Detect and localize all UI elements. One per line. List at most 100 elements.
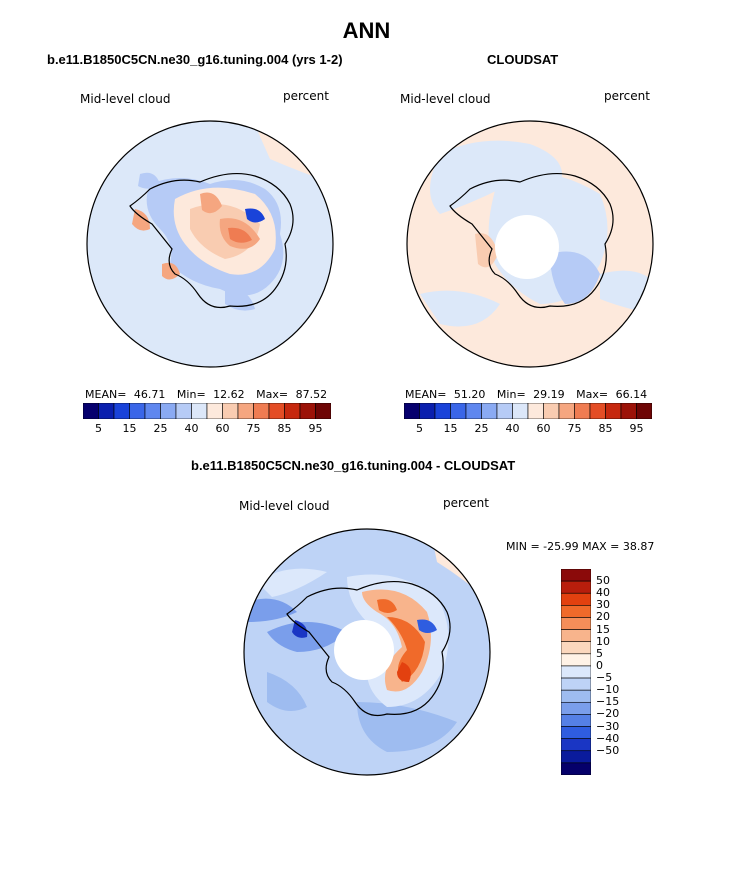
colorbar-tick-label: −10 xyxy=(596,683,620,697)
colorbar-swatch xyxy=(206,403,223,419)
colorbar-tick-label: −40 xyxy=(596,731,620,745)
right-units-label: percent xyxy=(604,89,650,103)
colorbar-tick-label: −50 xyxy=(596,743,620,757)
colorbar-swatch xyxy=(561,569,591,582)
colorbar-tick-label: 10 xyxy=(596,634,610,648)
colorbar-tick-label: 75 xyxy=(246,422,261,435)
right-colorbar xyxy=(404,403,652,419)
diff-antarctica-coastline xyxy=(286,580,451,717)
right-max-value: 66.14 xyxy=(615,388,648,401)
colorbar-swatch xyxy=(450,403,467,419)
colorbar-swatch xyxy=(561,677,591,691)
colorbar-swatch xyxy=(561,714,591,727)
right-antarctica-coastline xyxy=(449,172,614,309)
colorbar-swatch xyxy=(561,592,591,606)
colorbar-swatch xyxy=(527,403,544,419)
left-panel-title: b.e11.B1850C5CN.ne30_g16.tuning.004 (yrs… xyxy=(47,52,343,67)
colorbar-tick-label: 60 xyxy=(536,422,551,435)
colorbar-swatch xyxy=(512,403,529,419)
left-antarctica-coastline xyxy=(129,172,294,309)
colorbar-tick-label: 40 xyxy=(505,422,520,435)
left-units-label: percent xyxy=(283,89,329,103)
colorbar-tick-label: 40 xyxy=(596,586,610,600)
diff-map-data-gap xyxy=(334,620,394,680)
colorbar-swatch xyxy=(175,403,192,419)
colorbar-swatch xyxy=(268,403,285,419)
colorbar-swatch xyxy=(129,403,146,419)
colorbar-swatch xyxy=(465,403,482,419)
main-title: ANN xyxy=(342,18,391,43)
colorbar-tick-label: 20 xyxy=(596,610,610,624)
colorbar-swatch xyxy=(496,403,513,419)
left-mean-label: MEAN= xyxy=(85,388,127,401)
colorbar-swatch xyxy=(434,403,451,419)
colorbar-tick-label: 5 xyxy=(596,646,603,660)
right-map-data-gap xyxy=(495,215,559,279)
colorbar-tick-label: 25 xyxy=(474,422,489,435)
diff-colorbar xyxy=(561,569,591,775)
colorbar-swatch xyxy=(636,403,652,419)
colorbar-swatch xyxy=(620,403,637,419)
colorbar-tick-label: 30 xyxy=(596,598,610,612)
colorbar-tick-label: 15 xyxy=(122,422,137,435)
left-min-label: Min= xyxy=(176,388,206,401)
left-colorbar xyxy=(83,403,331,419)
colorbar-swatch xyxy=(561,689,591,703)
colorbar-swatch xyxy=(561,750,591,764)
colorbar-swatch xyxy=(160,403,177,419)
colorbar-swatch xyxy=(561,762,591,775)
colorbar-swatch xyxy=(543,403,560,419)
colorbar-tick-label: 75 xyxy=(567,422,582,435)
colorbar-swatch xyxy=(561,629,591,643)
right-variable-label: Mid-level cloud xyxy=(400,92,491,106)
colorbar-swatch xyxy=(253,403,270,419)
colorbar-tick-label: 15 xyxy=(443,422,458,435)
left-variable-label: Mid-level cloud xyxy=(80,92,171,106)
colorbar-swatch xyxy=(299,403,316,419)
colorbar-swatch xyxy=(113,403,130,419)
colorbar-swatch xyxy=(561,701,591,715)
diff-variable-label: Mid-level cloud xyxy=(239,499,330,513)
left-max-value: 87.52 xyxy=(295,388,328,401)
diff-polar-map xyxy=(243,528,491,776)
colorbar-tick-label: 85 xyxy=(598,422,613,435)
right-mean-value: 51.20 xyxy=(453,388,486,401)
colorbar-swatch xyxy=(558,403,575,419)
colorbar-tick-label: 40 xyxy=(184,422,199,435)
colorbar-swatch xyxy=(561,617,591,630)
colorbar-swatch xyxy=(605,403,622,419)
left-max-label: Max= xyxy=(256,388,289,401)
colorbar-swatch xyxy=(284,403,301,419)
colorbar-swatch xyxy=(191,403,208,419)
colorbar-tick-label: 95 xyxy=(308,422,323,435)
colorbar-tick-label: 60 xyxy=(215,422,230,435)
right-max-label: Max= xyxy=(576,388,609,401)
left-mean-value: 46.71 xyxy=(133,388,166,401)
colorbar-swatch xyxy=(561,665,591,679)
colorbar-swatch xyxy=(83,403,99,419)
right-mean-label: MEAN= xyxy=(405,388,447,401)
colorbar-tick-label: 50 xyxy=(596,574,610,588)
colorbar-swatch xyxy=(561,641,591,655)
colorbar-swatch xyxy=(315,403,331,419)
colorbar-swatch xyxy=(144,403,161,419)
colorbar-tick-label: −5 xyxy=(596,671,613,685)
colorbar-swatch xyxy=(404,403,420,419)
colorbar-swatch xyxy=(561,653,591,667)
colorbar-swatch xyxy=(574,403,591,419)
diff-units-label: percent xyxy=(443,496,489,510)
colorbar-swatch xyxy=(419,403,436,419)
colorbar-swatch xyxy=(481,403,498,419)
colorbar-tick-label: 5 xyxy=(95,422,102,435)
colorbar-tick-label: −30 xyxy=(596,719,620,733)
colorbar-swatch xyxy=(561,738,591,752)
diff-panel-title: b.e11.B1850C5CN.ne30_g16.tuning.004 - CL… xyxy=(191,458,516,473)
left-polar-map xyxy=(86,120,334,368)
right-polar-map xyxy=(406,120,654,368)
colorbar-tick-label: 85 xyxy=(277,422,292,435)
colorbar-swatch xyxy=(561,605,591,618)
right-panel-title: CLOUDSAT xyxy=(487,52,559,67)
right-min-value: 29.19 xyxy=(533,388,565,401)
right-min-label: Min= xyxy=(496,388,526,401)
colorbar-tick-label: −20 xyxy=(596,707,620,721)
